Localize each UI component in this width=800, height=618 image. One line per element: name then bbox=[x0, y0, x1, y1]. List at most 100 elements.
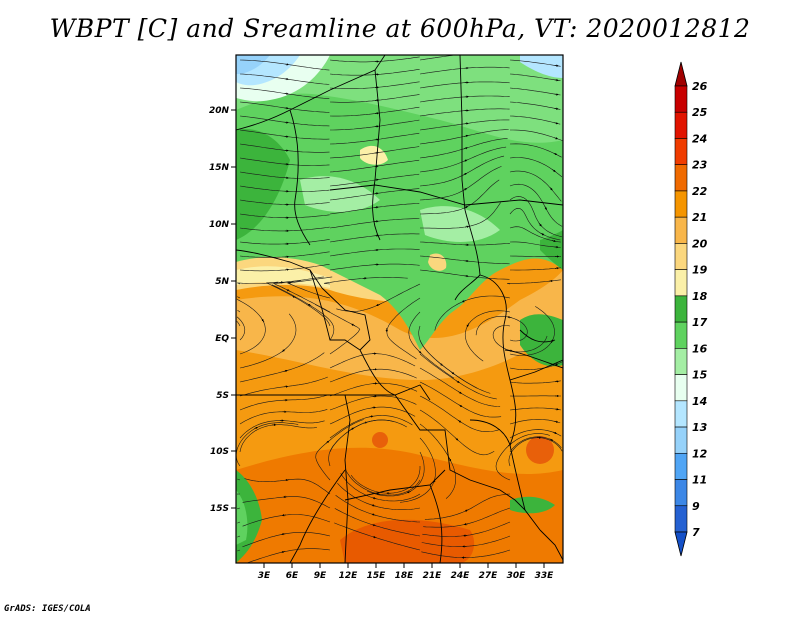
streamline bbox=[419, 367, 501, 407]
border-line bbox=[504, 349, 563, 369]
streamline bbox=[492, 325, 548, 353]
streamline bbox=[419, 95, 510, 103]
streamline bbox=[419, 381, 502, 418]
colorbar-swatch bbox=[674, 216, 688, 244]
border-line bbox=[345, 394, 471, 481]
border-line bbox=[519, 329, 556, 343]
streamline-arrow bbox=[554, 78, 559, 82]
colorbar-swatch bbox=[674, 269, 688, 297]
streamline-arrow bbox=[283, 369, 288, 373]
streamline bbox=[237, 310, 241, 313]
streamline-arrow bbox=[466, 323, 469, 328]
streamline bbox=[329, 382, 418, 397]
streamline-arrow bbox=[325, 440, 330, 444]
streamline-arrow bbox=[538, 223, 542, 227]
streamline bbox=[509, 429, 562, 439]
streamline-arrow bbox=[552, 169, 556, 173]
country-borders bbox=[236, 55, 563, 563]
lon-label: 9E bbox=[314, 571, 327, 581]
streamline bbox=[271, 284, 335, 341]
colorbar-level-label: 9 bbox=[692, 500, 700, 513]
border-line bbox=[289, 469, 346, 563]
streamline-arrow bbox=[549, 187, 553, 191]
lon-label: 24E bbox=[451, 571, 471, 581]
colorbar-level-label: 24 bbox=[692, 132, 707, 145]
border-line bbox=[344, 469, 446, 501]
border-line bbox=[236, 55, 386, 131]
streamline bbox=[509, 255, 562, 257]
streamline-arrow bbox=[292, 295, 296, 299]
colorbar-level-label: 25 bbox=[692, 106, 708, 119]
streamline bbox=[509, 183, 563, 227]
streamline bbox=[237, 507, 241, 510]
streamline bbox=[464, 310, 511, 362]
streamline-arrow bbox=[549, 438, 554, 441]
colorbar-level-label: 19 bbox=[692, 264, 708, 277]
border-line bbox=[459, 55, 466, 211]
streamline-arrow bbox=[554, 122, 559, 125]
streamline bbox=[509, 143, 562, 158]
colorbar-level-label: 21 bbox=[692, 211, 707, 224]
colorbar-top-arrow bbox=[674, 61, 688, 87]
streamline bbox=[508, 437, 563, 467]
colorbar-level-label: 7 bbox=[692, 526, 700, 539]
streamline bbox=[419, 409, 495, 456]
lon-label: 15E bbox=[367, 571, 387, 581]
streamline-arrow bbox=[554, 137, 559, 140]
lat-label: 20N bbox=[209, 106, 230, 116]
border-line bbox=[454, 209, 481, 301]
streamline bbox=[237, 535, 241, 538]
streamline bbox=[236, 299, 266, 355]
streamline bbox=[509, 241, 561, 248]
streamline-arrow bbox=[554, 380, 560, 383]
border-line bbox=[289, 109, 311, 246]
streamline-arrow bbox=[553, 431, 557, 434]
streamline-arrow bbox=[544, 206, 547, 211]
colorbar-level-label: 12 bbox=[692, 447, 708, 460]
streamline-arrow bbox=[464, 509, 469, 512]
streamline-arrow bbox=[458, 391, 462, 394]
streamline-arrow bbox=[457, 419, 462, 423]
colorbar-swatch bbox=[674, 426, 688, 454]
streamline-arrow bbox=[369, 415, 374, 418]
colorbar-level-label: 14 bbox=[692, 395, 707, 408]
streamline-arrow bbox=[553, 152, 558, 155]
streamline-arrow bbox=[464, 134, 469, 138]
streamline-arrow bbox=[456, 380, 460, 383]
streamline bbox=[509, 226, 561, 243]
lon-label: 3E bbox=[258, 571, 271, 581]
streamline bbox=[329, 395, 417, 411]
streamline-arrow bbox=[376, 492, 381, 496]
colorbar-level-label: 23 bbox=[692, 159, 708, 172]
lat-label: 5N bbox=[215, 277, 229, 287]
streamline-arrow bbox=[281, 532, 286, 536]
border-line bbox=[429, 484, 443, 563]
colorbar-level-label: 20 bbox=[692, 237, 708, 250]
colorbar-swatch bbox=[674, 374, 688, 402]
streamline-arrow bbox=[254, 426, 259, 430]
streamline bbox=[237, 549, 241, 552]
streamline bbox=[386, 297, 421, 360]
border-line bbox=[469, 419, 541, 531]
streamline bbox=[236, 320, 241, 327]
border-line bbox=[509, 359, 563, 381]
streamline-arrow bbox=[554, 420, 559, 423]
streamline-arrow bbox=[372, 524, 377, 527]
lon-label: 27E bbox=[479, 571, 499, 581]
streamline-arrow bbox=[455, 437, 459, 441]
streamline-arrow bbox=[286, 289, 291, 292]
lon-label: 33E bbox=[535, 571, 555, 581]
colorbar-level-label: 16 bbox=[692, 342, 708, 355]
streamline bbox=[509, 407, 561, 411]
lat-label: EQ bbox=[215, 334, 229, 344]
colorbar-level-label: 22 bbox=[692, 185, 708, 198]
colorbar-swatch bbox=[674, 190, 688, 218]
streamline bbox=[237, 478, 241, 481]
streamline bbox=[419, 55, 453, 61]
lat-label: 10S bbox=[210, 447, 229, 457]
colorbar: 26 25 24 23 22 21 20 19 18 17 16 15 14 13 12 11 9 7 bbox=[674, 61, 708, 557]
streamline-arrow bbox=[450, 371, 455, 375]
streamline bbox=[400, 437, 436, 503]
